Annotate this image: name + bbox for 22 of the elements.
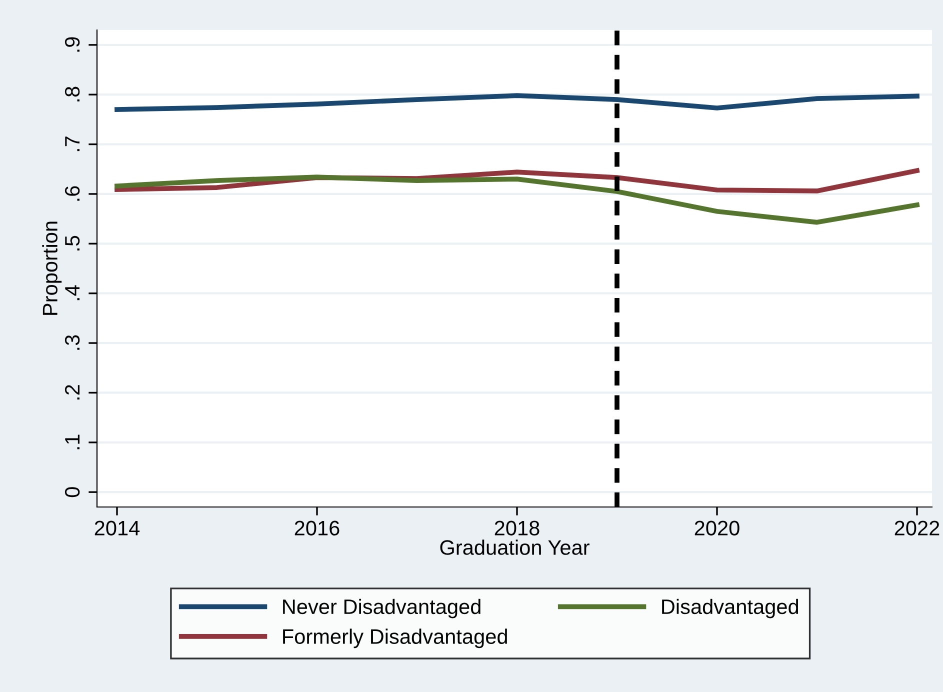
y-tick-label: .6 [64,186,80,201]
line-series [114,93,920,112]
x-tick-label: 2016 [294,520,340,536]
y-tick-label: .5 [65,236,80,250]
legend-label: Disadvantaged [662,598,798,618]
x-tick-label: 2018 [494,520,540,536]
y-tick-label: .1 [65,434,80,450]
y-tick-label: .4 [65,285,80,300]
x-tick-label: 2022 [894,520,940,536]
y-axis-title: Proportion [42,222,62,315]
y-tick-label: .2 [64,385,80,400]
legend-label: Formerly Disadvantaged [283,628,507,648]
y-tick-label: .3 [64,335,80,350]
y-tick-label: .8 [64,86,80,102]
y-tick-label: .7 [65,136,80,152]
line-series [114,174,920,225]
x-tick-label: 2020 [694,520,740,536]
y-tick-label: 0 [64,487,80,498]
legend-label: Never Disadvantaged [283,598,480,618]
x-axis-title: Graduation Year [440,540,590,555]
y-tick-label: .9 [64,37,80,52]
x-tick-label: 2014 [94,520,140,536]
